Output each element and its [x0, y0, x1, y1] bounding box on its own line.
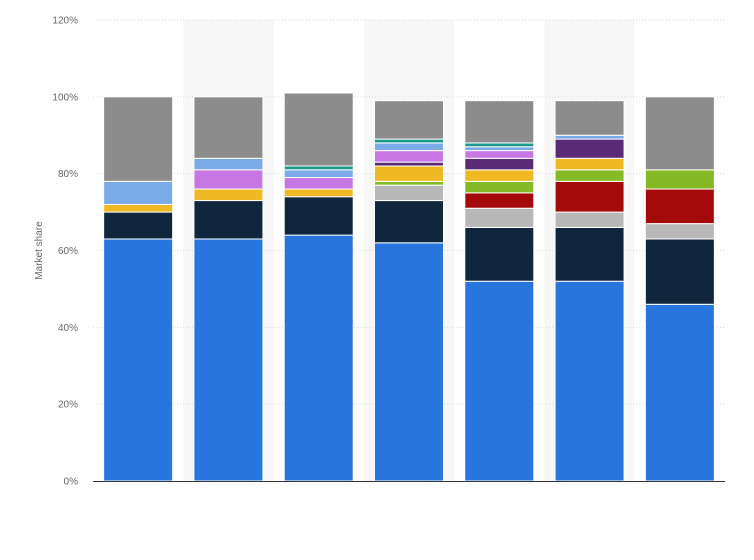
bar-segment[interactable] — [103, 211, 174, 240]
bar-segment[interactable] — [464, 226, 535, 282]
bar-segment[interactable] — [193, 157, 264, 171]
y-axis-title: Market share — [34, 221, 45, 280]
bar-segment[interactable] — [644, 188, 715, 225]
bar-segment[interactable] — [374, 161, 444, 167]
bar-segment[interactable] — [464, 180, 535, 194]
bar-segment[interactable] — [374, 180, 444, 186]
bar-segment[interactable] — [464, 100, 535, 144]
bar-segment[interactable] — [464, 192, 535, 209]
bar-segment[interactable] — [464, 146, 535, 152]
y-tick-label: 80% — [58, 169, 78, 180]
bar-segment[interactable] — [283, 92, 354, 167]
bar-segment[interactable] — [464, 169, 535, 182]
bar-segment[interactable] — [193, 200, 264, 240]
bar-segment[interactable] — [374, 200, 444, 244]
bar-segment[interactable] — [103, 238, 174, 482]
bar-segment[interactable] — [283, 169, 354, 179]
bar-segment[interactable] — [644, 223, 715, 240]
bar-segment[interactable] — [103, 180, 174, 205]
bar-segment[interactable] — [464, 207, 535, 228]
bar-segment[interactable] — [554, 134, 625, 140]
bar-segment[interactable] — [283, 196, 354, 236]
bar-segment[interactable] — [464, 150, 535, 159]
y-tick-label: 100% — [52, 92, 78, 103]
y-axis-ticks: 0% 20% 40% 60% 80% 100% 120% — [52, 16, 78, 488]
bar-segment[interactable] — [103, 203, 174, 213]
bar-segment[interactable] — [283, 165, 354, 171]
bar-segment[interactable] — [283, 234, 354, 482]
bar-segment[interactable] — [554, 100, 625, 136]
bar-segment[interactable] — [554, 280, 625, 482]
bar-segment[interactable] — [554, 169, 625, 182]
bars — [103, 92, 715, 482]
bar-segment[interactable] — [554, 157, 625, 171]
bar-segment[interactable] — [283, 177, 354, 190]
bar-segment[interactable] — [374, 150, 444, 163]
bar-segment[interactable] — [644, 303, 715, 482]
bar-segment[interactable] — [464, 142, 535, 148]
bar-segment[interactable] — [283, 188, 354, 198]
y-tick-label: 120% — [52, 16, 78, 27]
bar-segment[interactable] — [374, 165, 444, 182]
bar-segment[interactable] — [193, 96, 264, 159]
bar-segment[interactable] — [554, 138, 625, 159]
y-tick-label: 40% — [58, 323, 78, 334]
bar-segment[interactable] — [464, 280, 535, 482]
bar-segment[interactable] — [644, 169, 715, 190]
bar-segment[interactable] — [644, 238, 715, 305]
bar-segment[interactable] — [464, 157, 535, 171]
bar-segment[interactable] — [193, 169, 264, 190]
bar-segment[interactable] — [554, 211, 625, 228]
y-tick-label: 0% — [64, 477, 79, 488]
bar-segment[interactable] — [644, 96, 715, 171]
bar-segment[interactable] — [554, 226, 625, 282]
bar-segment[interactable] — [193, 238, 264, 482]
bar-segment[interactable] — [193, 188, 264, 202]
bar-segment[interactable] — [374, 100, 444, 140]
y-tick-label: 20% — [58, 400, 78, 411]
bar-segment[interactable] — [103, 96, 174, 182]
bar-segment[interactable] — [374, 142, 444, 152]
bar-segment[interactable] — [374, 184, 444, 202]
bar-segment[interactable] — [374, 242, 444, 482]
bar-segment[interactable] — [554, 180, 625, 213]
bar-segment[interactable] — [374, 138, 444, 144]
y-tick-label: 60% — [58, 246, 78, 257]
